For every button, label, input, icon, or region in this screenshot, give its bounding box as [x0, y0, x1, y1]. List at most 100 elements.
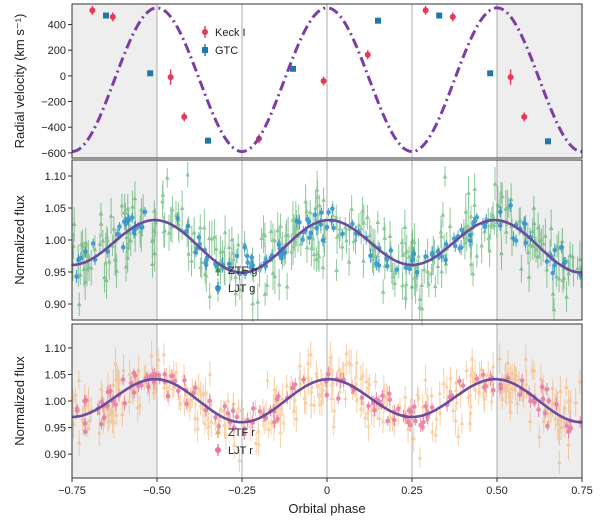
data-point [270, 237, 276, 243]
data-point [503, 229, 509, 234]
data-point [406, 254, 412, 259]
data-point [263, 415, 269, 421]
data-point [435, 263, 441, 268]
data-point [130, 204, 135, 209]
data-point [242, 431, 247, 437]
data-point [125, 216, 131, 222]
legend-swatch [202, 47, 208, 53]
data-point [482, 384, 487, 390]
data-point [303, 198, 308, 204]
legend: Keck I GTC [202, 26, 246, 57]
data-point [314, 373, 320, 378]
data-point [449, 13, 456, 20]
data-point [257, 267, 262, 273]
y-tick-label: −600 [41, 148, 66, 160]
data-point [367, 232, 373, 238]
data-point [564, 294, 569, 299]
data-point [463, 208, 469, 214]
data-point [147, 70, 154, 77]
data-point [556, 427, 562, 433]
data-point [454, 399, 460, 405]
data-point [172, 378, 178, 384]
data-point [340, 231, 345, 237]
data-point [412, 404, 417, 410]
data-point [290, 385, 295, 391]
data-point [311, 401, 317, 407]
data-point [433, 432, 439, 437]
data-point [523, 355, 529, 361]
data-point [169, 373, 175, 379]
y-axis-label: Radial velocity (km s⁻¹) [12, 14, 27, 149]
data-point [499, 396, 505, 401]
data-point [113, 402, 118, 407]
data-point [366, 423, 371, 428]
data-point [186, 251, 191, 256]
data-point [377, 404, 382, 410]
data-point [497, 209, 503, 215]
data-point [184, 401, 189, 407]
y-tick-label: −400 [41, 122, 66, 134]
data-point [387, 233, 393, 239]
data-point [206, 422, 211, 428]
data-point [429, 392, 434, 398]
data-point [304, 208, 309, 213]
data-point [250, 406, 256, 411]
data-point [319, 210, 324, 215]
data-point [100, 395, 105, 400]
data-point [131, 230, 137, 236]
data-point [208, 418, 214, 424]
data-point [264, 282, 270, 287]
data-point [413, 418, 418, 424]
data-point [291, 229, 297, 235]
data-point [292, 397, 298, 402]
data-point [103, 12, 109, 19]
data-point [124, 234, 129, 240]
data-point [507, 74, 514, 81]
data-point [132, 195, 138, 201]
data-point [253, 440, 259, 445]
data-point [315, 382, 320, 388]
data-point [459, 227, 464, 233]
data-point [73, 392, 78, 398]
data-point [318, 222, 324, 227]
data-point [173, 368, 179, 374]
data-point [149, 352, 154, 358]
data-point [175, 216, 180, 221]
legend-swatch [215, 447, 221, 453]
data-point [337, 231, 342, 237]
data-point [189, 258, 194, 263]
legend-label: ZTF r [228, 427, 255, 439]
data-point [447, 223, 453, 228]
y-axis-label: Normalized flux [12, 356, 27, 446]
y-tick-label: 0.90 [45, 299, 66, 311]
data-point [198, 402, 203, 408]
data-point [513, 238, 519, 243]
data-point [361, 258, 366, 263]
data-point [394, 267, 400, 272]
data-point [185, 171, 191, 177]
data-point [245, 260, 251, 265]
data-point [192, 415, 198, 420]
data-point [105, 237, 110, 243]
data-point [550, 399, 555, 404]
data-point [412, 239, 417, 245]
data-point [83, 429, 88, 435]
data-point [403, 294, 408, 300]
x-axis-label: Orbital phase [288, 501, 365, 516]
data-point [198, 388, 203, 393]
data-point [487, 70, 494, 77]
data-point [329, 381, 335, 387]
data-point [466, 190, 471, 195]
data-point [126, 229, 132, 235]
data-point [297, 362, 303, 368]
legend-label: Keck I [215, 27, 246, 39]
data-point [150, 237, 155, 243]
data-point [319, 398, 325, 403]
data-point [71, 221, 77, 227]
data-point [566, 429, 571, 434]
legend-swatch [215, 428, 221, 435]
data-point [127, 398, 132, 403]
data-point [181, 113, 188, 120]
data-point [123, 221, 129, 226]
data-point [509, 385, 515, 391]
